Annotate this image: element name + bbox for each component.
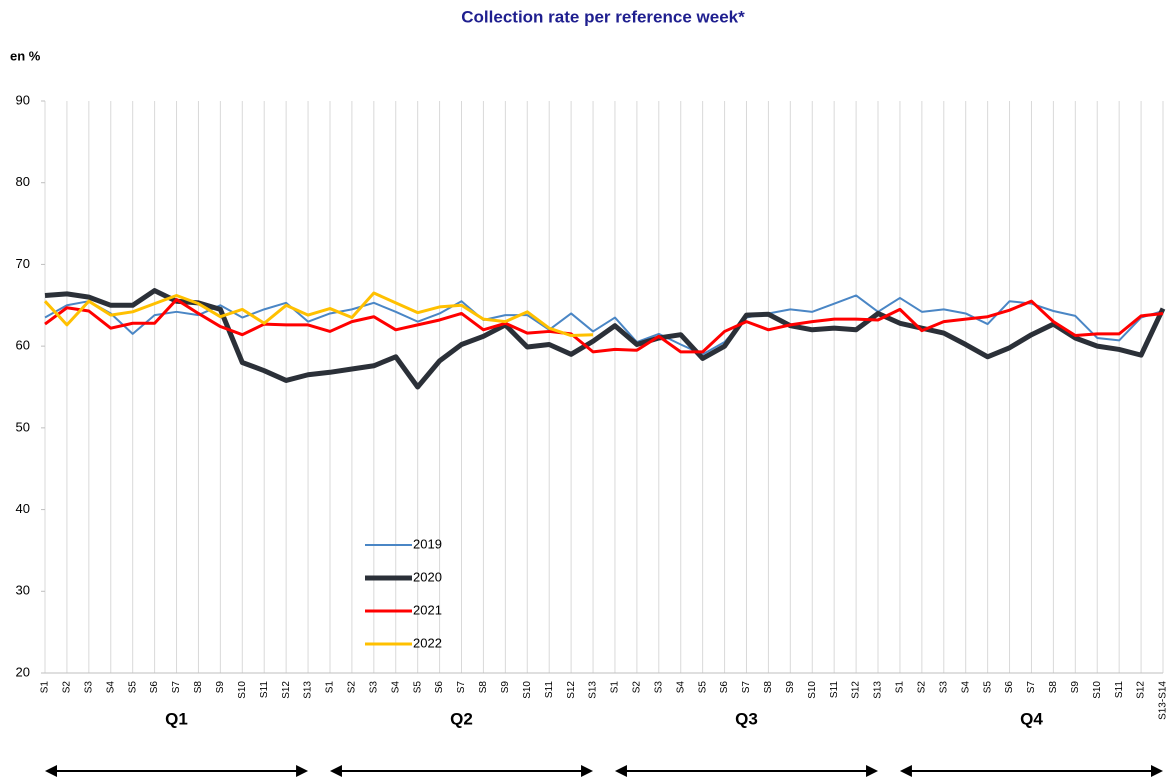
x-tick-label: S12 <box>1136 681 1147 699</box>
arrow-head <box>899 765 912 777</box>
x-tick-label: S11 <box>259 681 270 698</box>
x-tick-label: S12 <box>851 681 862 699</box>
legend-label: 2021 <box>413 602 442 617</box>
x-tick-label: S1 <box>325 681 336 694</box>
x-tick-label: S2 <box>917 681 928 694</box>
x-tick-label: S6 <box>719 681 730 694</box>
x-tick-label: S8 <box>1048 681 1059 694</box>
x-tick-label: S4 <box>390 681 401 694</box>
x-tick-label: S10 <box>522 681 533 699</box>
x-tick-label: S4 <box>105 681 116 694</box>
x-tick-label: S13 <box>303 681 314 699</box>
y-tick-label: 70 <box>16 256 30 271</box>
y-tick-label: 60 <box>16 338 30 353</box>
series-line <box>44 288 1166 390</box>
x-tick-label: S10 <box>807 681 818 699</box>
x-tick-label: S9 <box>215 681 226 694</box>
x-tick-label: S10 <box>1092 681 1103 699</box>
arrow-head <box>45 765 57 777</box>
quarter-label: Q3 <box>735 709 758 728</box>
chart-title: Collection rate per reference week* <box>461 7 745 26</box>
x-tick-label: S5 <box>127 681 138 694</box>
y-tick-label: 20 <box>16 664 30 679</box>
arrow-head <box>296 765 309 777</box>
y-tick-label: 90 <box>16 92 30 107</box>
x-tick-label: S5 <box>982 681 993 694</box>
x-tick-label: S5 <box>697 681 708 694</box>
legend-label: 2020 <box>413 569 442 584</box>
arrow-head <box>866 765 879 777</box>
x-tick-label: S8 <box>193 681 204 694</box>
arrow-head <box>581 765 594 777</box>
arrow-head <box>614 765 627 777</box>
x-tick-label: S7 <box>171 681 182 694</box>
x-tick-label: S11 <box>1114 681 1125 698</box>
y-tick-label: 40 <box>16 501 30 516</box>
x-tick-label: S5 <box>412 681 423 694</box>
x-tick-label: S12 <box>566 681 577 699</box>
x-tick-label: S6 <box>149 681 160 694</box>
x-tick-label: S12 <box>281 681 292 699</box>
quarter-label: Q2 <box>450 709 473 728</box>
series-line <box>44 294 1164 356</box>
y-tick-label: 30 <box>16 583 30 598</box>
x-tick-label: S3 <box>368 681 379 694</box>
x-tick-label: S10 <box>237 681 248 699</box>
series-line <box>44 298 1164 354</box>
x-tick-label: S2 <box>632 681 643 694</box>
x-tick-label: S3 <box>938 681 949 694</box>
x-tick-label: S11 <box>829 681 840 698</box>
x-tick-label: S9 <box>1070 681 1081 694</box>
x-tick-label: S4 <box>960 681 971 694</box>
x-tick-label: S7 <box>1026 681 1037 694</box>
x-tick-label: S8 <box>478 681 489 694</box>
x-tick-label: S3 <box>83 681 94 694</box>
y-unit-label: en % <box>10 48 41 63</box>
x-tick-label: S1 <box>610 681 621 694</box>
x-tick-label: S11 <box>544 681 555 698</box>
legend-label: 2022 <box>413 635 442 650</box>
x-tick-label: S2 <box>347 681 358 694</box>
x-tick-label: S13 <box>588 681 599 699</box>
x-tick-label: S1 <box>40 681 51 694</box>
x-tick-label: S2 <box>62 681 73 694</box>
x-tick-label: S7 <box>456 681 467 694</box>
x-tick-label: S9 <box>785 681 796 694</box>
quarter-label: Q1 <box>165 709 188 728</box>
x-tick-label: S13 <box>873 681 884 699</box>
x-tick-label: S6 <box>1004 681 1015 694</box>
x-tick-label: S8 <box>763 681 774 694</box>
legend-label: 2019 <box>413 536 442 551</box>
arrow-head <box>1151 765 1163 777</box>
x-tick-label: S9 <box>500 681 511 694</box>
quarter-label: Q4 <box>1020 709 1043 728</box>
x-tick-label: S3 <box>653 681 664 694</box>
y-tick-label: 50 <box>16 419 30 434</box>
x-tick-label: S1 <box>895 681 906 694</box>
arrow-head <box>329 765 342 777</box>
x-tick-label: S4 <box>675 681 686 694</box>
y-tick-label: 80 <box>16 174 30 189</box>
x-tick-label: S6 <box>434 681 445 694</box>
x-tick-label: S7 <box>741 681 752 694</box>
series-line <box>43 291 594 338</box>
x-tick-label: S13-S14 <box>1158 681 1169 720</box>
